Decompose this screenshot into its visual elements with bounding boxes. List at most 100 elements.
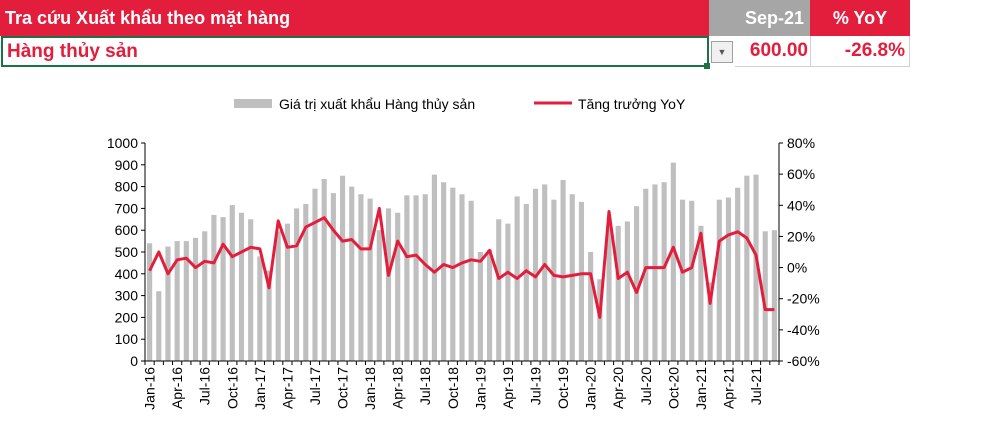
x-tick-label: Oct-19	[555, 367, 571, 409]
bar-Jan-18	[367, 198, 373, 361]
bar-Sep-21	[771, 230, 777, 361]
bar-Aug-19	[542, 184, 548, 361]
chevron-down-icon: ▼	[717, 47, 727, 57]
axes: 0 100 200 300 400 500 600 700 800 900 1000 -60% -40%…	[107, 135, 820, 410]
y-left-tick-label: 1000	[107, 135, 138, 151]
period-header: Sep-21	[709, 0, 810, 36]
x-tick-label: Apr-17	[279, 367, 295, 409]
y-left-tick-label: 100	[115, 331, 139, 347]
x-tick-label: Jul-16	[197, 367, 213, 405]
y-left-tick-label: 500	[115, 244, 139, 260]
bar-Jan-21	[698, 225, 704, 361]
bar-Mar-18	[385, 208, 392, 361]
legend-line-label: Tăng trưởng YoY	[578, 96, 686, 112]
bar-Jul-18	[422, 194, 428, 361]
bar-Aug-21	[762, 231, 768, 361]
bar-Aug-16	[211, 214, 217, 361]
x-tick-label: Jan-21	[693, 367, 709, 410]
x-tick-label: Apr-20	[610, 367, 626, 409]
bar-Mar-20	[606, 223, 612, 361]
commodity-select-cell[interactable]: Hàng thủy sản	[1, 36, 709, 67]
bar-Feb-20	[597, 279, 603, 361]
bar-Apr-21	[725, 197, 732, 361]
bar-Dec-20	[689, 200, 695, 361]
cell-fill-handle[interactable]	[704, 63, 710, 69]
y-right-tick-label: 60%	[787, 166, 815, 182]
bar-Aug-17	[321, 178, 327, 361]
x-tick-label: Oct-16	[224, 367, 240, 409]
bar-Jun-18	[413, 195, 419, 361]
yoy-line-series	[148, 206, 775, 319]
bar-Feb-16	[156, 291, 162, 361]
x-tick-label: Apr-19	[500, 367, 516, 409]
bar-May-16	[183, 241, 189, 361]
bar-Oct-18	[450, 187, 456, 361]
bar-Mar-21	[716, 199, 722, 361]
lookup-title: Tra cứu Xuất khẩu theo mặt hàng	[0, 0, 709, 36]
bar-Apr-16	[174, 241, 180, 361]
x-tick-label: Jan-19	[472, 367, 488, 410]
bar-Apr-19	[505, 223, 511, 361]
bar-May-18	[404, 195, 410, 361]
bar-series	[147, 162, 777, 361]
yoy-header: % YoY	[810, 0, 910, 36]
dropdown-button[interactable]: ▼	[711, 41, 733, 63]
bar-Jun-19	[523, 204, 529, 361]
y-left-tick-label: 700	[115, 200, 139, 216]
x-tick-label: Jan-18	[362, 367, 378, 410]
bar-May-17	[294, 208, 300, 361]
bar-Dec-16	[248, 219, 254, 361]
legend-bar-label: Giá trị xuất khẩu Hàng thủy sản	[279, 96, 475, 112]
bar-Sep-18	[441, 182, 447, 361]
y-left-tick-label: 200	[115, 309, 139, 325]
bar-Jan-19	[477, 252, 483, 361]
bar-Nov-16	[238, 212, 245, 361]
bar-Nov-18	[459, 194, 465, 361]
bar-Apr-17	[284, 223, 290, 361]
x-tick-label: Jul-21	[748, 367, 764, 405]
bar-Mar-19	[496, 219, 502, 361]
bar-Jul-17	[312, 188, 318, 361]
bar-Jun-17	[303, 204, 309, 361]
bar-Dec-19	[578, 201, 585, 361]
yoy-value-cell: -26.8%	[810, 36, 910, 67]
bar-Jun-21	[744, 175, 750, 361]
export-value-cell: 600.00	[735, 36, 810, 67]
bar-Sep-17	[330, 193, 336, 361]
bar-Feb-21	[707, 282, 713, 361]
bar-Jul-21	[753, 174, 759, 361]
bar-Jan-16	[147, 243, 153, 361]
x-tick-label: Apr-21	[721, 367, 737, 409]
bar-Jun-20	[634, 206, 640, 361]
y-left-tick-label: 600	[115, 222, 139, 238]
bar-Nov-19	[569, 194, 575, 361]
bar-Feb-18	[376, 230, 382, 361]
bar-Aug-20	[652, 184, 658, 361]
y-right-tick-label: 20%	[787, 228, 815, 244]
bar-Jul-16	[202, 231, 208, 361]
bar-Jul-20	[643, 188, 649, 361]
y-right-tick-label: 40%	[787, 197, 815, 213]
bar-Dec-18	[468, 200, 474, 361]
y-left-tick-label: 400	[115, 266, 139, 282]
x-tick-label: Oct-20	[665, 367, 681, 409]
x-tick-label: Jul-20	[638, 367, 654, 405]
bar-Nov-17	[349, 186, 355, 361]
y-left-tick-label: 300	[115, 288, 139, 304]
bar-Jun-16	[192, 237, 199, 361]
bar-Jan-17	[257, 256, 263, 361]
legend: Giá trị xuất khẩu Hàng thủy sản Tăng trư…	[234, 96, 686, 112]
x-tick-label: Jul-19	[528, 367, 544, 405]
x-tick-label: Apr-16	[169, 367, 185, 409]
bar-May-20	[624, 221, 630, 361]
x-tick-label: Apr-18	[390, 367, 406, 409]
y-right-tick-label: 0%	[787, 260, 807, 276]
bar-Mar-17	[275, 231, 281, 361]
bar-Sep-16	[220, 217, 226, 361]
y-right-tick-label: -40%	[787, 322, 820, 338]
bar-Aug-18	[431, 174, 438, 361]
bar-Oct-17	[339, 175, 346, 361]
x-tick-label: Jan-20	[583, 367, 599, 410]
x-tick-label: Jan-17	[252, 367, 268, 410]
bar-Oct-19	[560, 180, 566, 361]
